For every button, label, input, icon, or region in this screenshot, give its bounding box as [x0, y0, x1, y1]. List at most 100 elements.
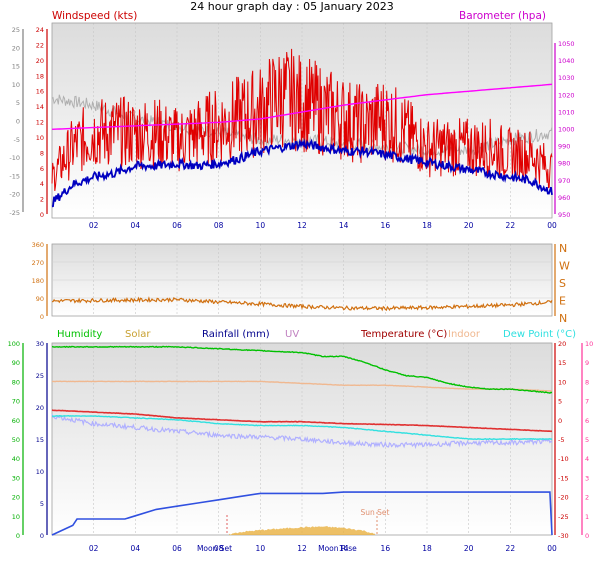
humidity-axis-tick-label: 80	[12, 378, 20, 386]
wind-panel-x-tick: 10	[256, 221, 266, 230]
uv-axis-tick-label: 10	[585, 340, 593, 348]
wind-left-tick-label: 8	[40, 149, 44, 157]
temp-panel-x-tick: 08	[214, 544, 224, 553]
temp-axis-tick-label: -25	[558, 513, 569, 521]
temp-panel-x-tick: 16	[381, 544, 391, 553]
wind-panel-x-tick: 08	[214, 221, 224, 230]
wind-outer-tick-label: 20	[12, 44, 20, 52]
humidity-axis-tick-label: 10	[12, 513, 20, 521]
wind-average-line	[51, 138, 553, 208]
humidity-axis-tick-label: 40	[12, 455, 20, 463]
temp-panel-x-tick: 18	[422, 544, 432, 553]
temp-panel-x-tick: 10	[256, 544, 266, 553]
temp-panel-x-tick: 12	[297, 544, 307, 553]
wind-left-tick-label: 4	[40, 180, 44, 188]
humidity-axis-tick-label: 30	[12, 474, 20, 482]
uv-axis-tick-label: 4	[585, 455, 589, 463]
humidity-axis-tick-label: 70	[12, 398, 20, 406]
humidity-axis-tick-label: 100	[8, 340, 20, 348]
rain-axis-tick-label: 15	[36, 436, 44, 444]
temp-axis-tick-label: -5	[558, 436, 564, 444]
temp-axis-tick-label: 15	[558, 359, 566, 367]
uv-axis-tick-label: 6	[585, 417, 589, 425]
uv-axis-tick-label: 3	[585, 474, 589, 482]
wind-panel-x-tick: 02	[89, 221, 99, 230]
baro-right-tick-label: 1030	[558, 74, 575, 82]
wind-left-tick-label: 2	[40, 196, 44, 204]
wind-panel-x-tick: 16	[381, 221, 391, 230]
wind-panel-x-tick: 12	[297, 221, 307, 230]
humidity-axis-tick-label: 0	[16, 532, 20, 540]
wind-outer-tick-label: 10	[12, 81, 20, 89]
direction-left-tick-label: 180	[32, 277, 44, 285]
compass-tick-label: E	[559, 295, 566, 308]
barometer-line	[51, 83, 553, 130]
humidity-axis-tick-label: 50	[12, 436, 20, 444]
wind-left-tick-label: 18	[36, 72, 44, 80]
legend-temperature: Temperature (°C)	[360, 329, 447, 340]
temp-axis-tick-label: -15	[558, 474, 569, 482]
baro-right-tick-label: 970	[558, 177, 570, 185]
temp-axis-tick-label: -10	[558, 455, 569, 463]
baro-right-tick-label: 1040	[558, 57, 575, 65]
wind-barometer-panel: 2520151050-5-10-15-20-252422201816141210…	[9, 10, 574, 230]
direction-left-tick-label: 360	[32, 241, 44, 249]
rain-axis-tick-label: 5	[40, 500, 44, 508]
rain-axis-tick-label: 30	[36, 340, 44, 348]
temp-panel-x-tick: Moon Set	[197, 544, 232, 553]
rain-axis-tick-label: 25	[36, 372, 44, 380]
legend-solar: Solar	[125, 329, 151, 340]
baro-right-tick-label: 960	[558, 194, 570, 202]
wind-left-tick-label: 10	[36, 134, 44, 142]
wind-left-tick-label: 16	[36, 88, 44, 96]
baro-right-tick-label: 1020	[558, 91, 575, 99]
solar-area	[229, 526, 375, 535]
temp-axis-tick-label: 20	[558, 340, 566, 348]
wind-left-tick-label: 0	[40, 211, 44, 219]
temp-panel-x-tick: 02	[89, 544, 99, 553]
windspeed-line	[51, 48, 553, 191]
compass-tick-label: W	[559, 260, 570, 273]
legend-humidity: Humidity	[57, 329, 102, 340]
wind-outer-tick-label: -5	[14, 136, 20, 144]
wind-outer-tick-label: -25	[9, 209, 20, 217]
temp-panel-x-tick: 06	[172, 544, 182, 553]
humidity-line	[51, 345, 553, 394]
temp-axis-tick-label: -30	[558, 532, 569, 540]
wind-left-label: Windspeed (kts)	[52, 10, 137, 22]
wind-left-tick-label: 12	[36, 119, 44, 127]
temperature-line	[51, 409, 553, 433]
temp-panel-x-tick: 14	[339, 544, 349, 553]
uv-axis-tick-label: 1	[585, 513, 589, 521]
dewpoint-line	[52, 414, 553, 441]
baro-right-label: Barometer (hpa)	[459, 10, 546, 22]
wind-outer-tick-label: -20	[9, 191, 20, 199]
temp-axis-tick-label: 10	[558, 378, 566, 386]
legend-uv: UV	[285, 329, 299, 340]
wind-chill-temp-line	[51, 414, 553, 450]
temp-axis-tick-label: 5	[558, 398, 562, 406]
wind-panel-frame	[51, 22, 553, 219]
wind-left-tick-label: 14	[36, 103, 44, 111]
baro-right-tick-label: 1010	[558, 108, 575, 116]
indoor-line	[51, 380, 553, 392]
uv-axis-tick-label: 8	[585, 378, 589, 386]
baro-right-tick-label: 950	[558, 211, 570, 219]
temperature-humidity-panel: 1009080706050403020100302520151050201510…	[8, 329, 594, 553]
wind-panel-x-tick: 00	[547, 221, 557, 230]
temp-panel-x-tick: 04	[131, 544, 141, 553]
uv-axis-tick-label: 2	[585, 494, 589, 502]
temp-axis-tick-label: 0	[558, 417, 562, 425]
humidity-axis-tick-label: 60	[12, 417, 20, 425]
wind-outer-tick-label: 15	[12, 63, 20, 71]
compass-tick-label: N	[559, 242, 567, 255]
temp-panel-x-tick: Moon Rise	[318, 544, 357, 553]
wind-panel-x-tick: 20	[464, 221, 474, 230]
rain-axis-tick-label: 0	[40, 532, 44, 540]
temp-panel-x-tick: 22	[506, 544, 516, 553]
temp-axis-tick-label: -20	[558, 494, 569, 502]
uv-axis-tick-label: 0	[585, 532, 589, 540]
wind-outer-tick-label: -15	[9, 172, 20, 180]
